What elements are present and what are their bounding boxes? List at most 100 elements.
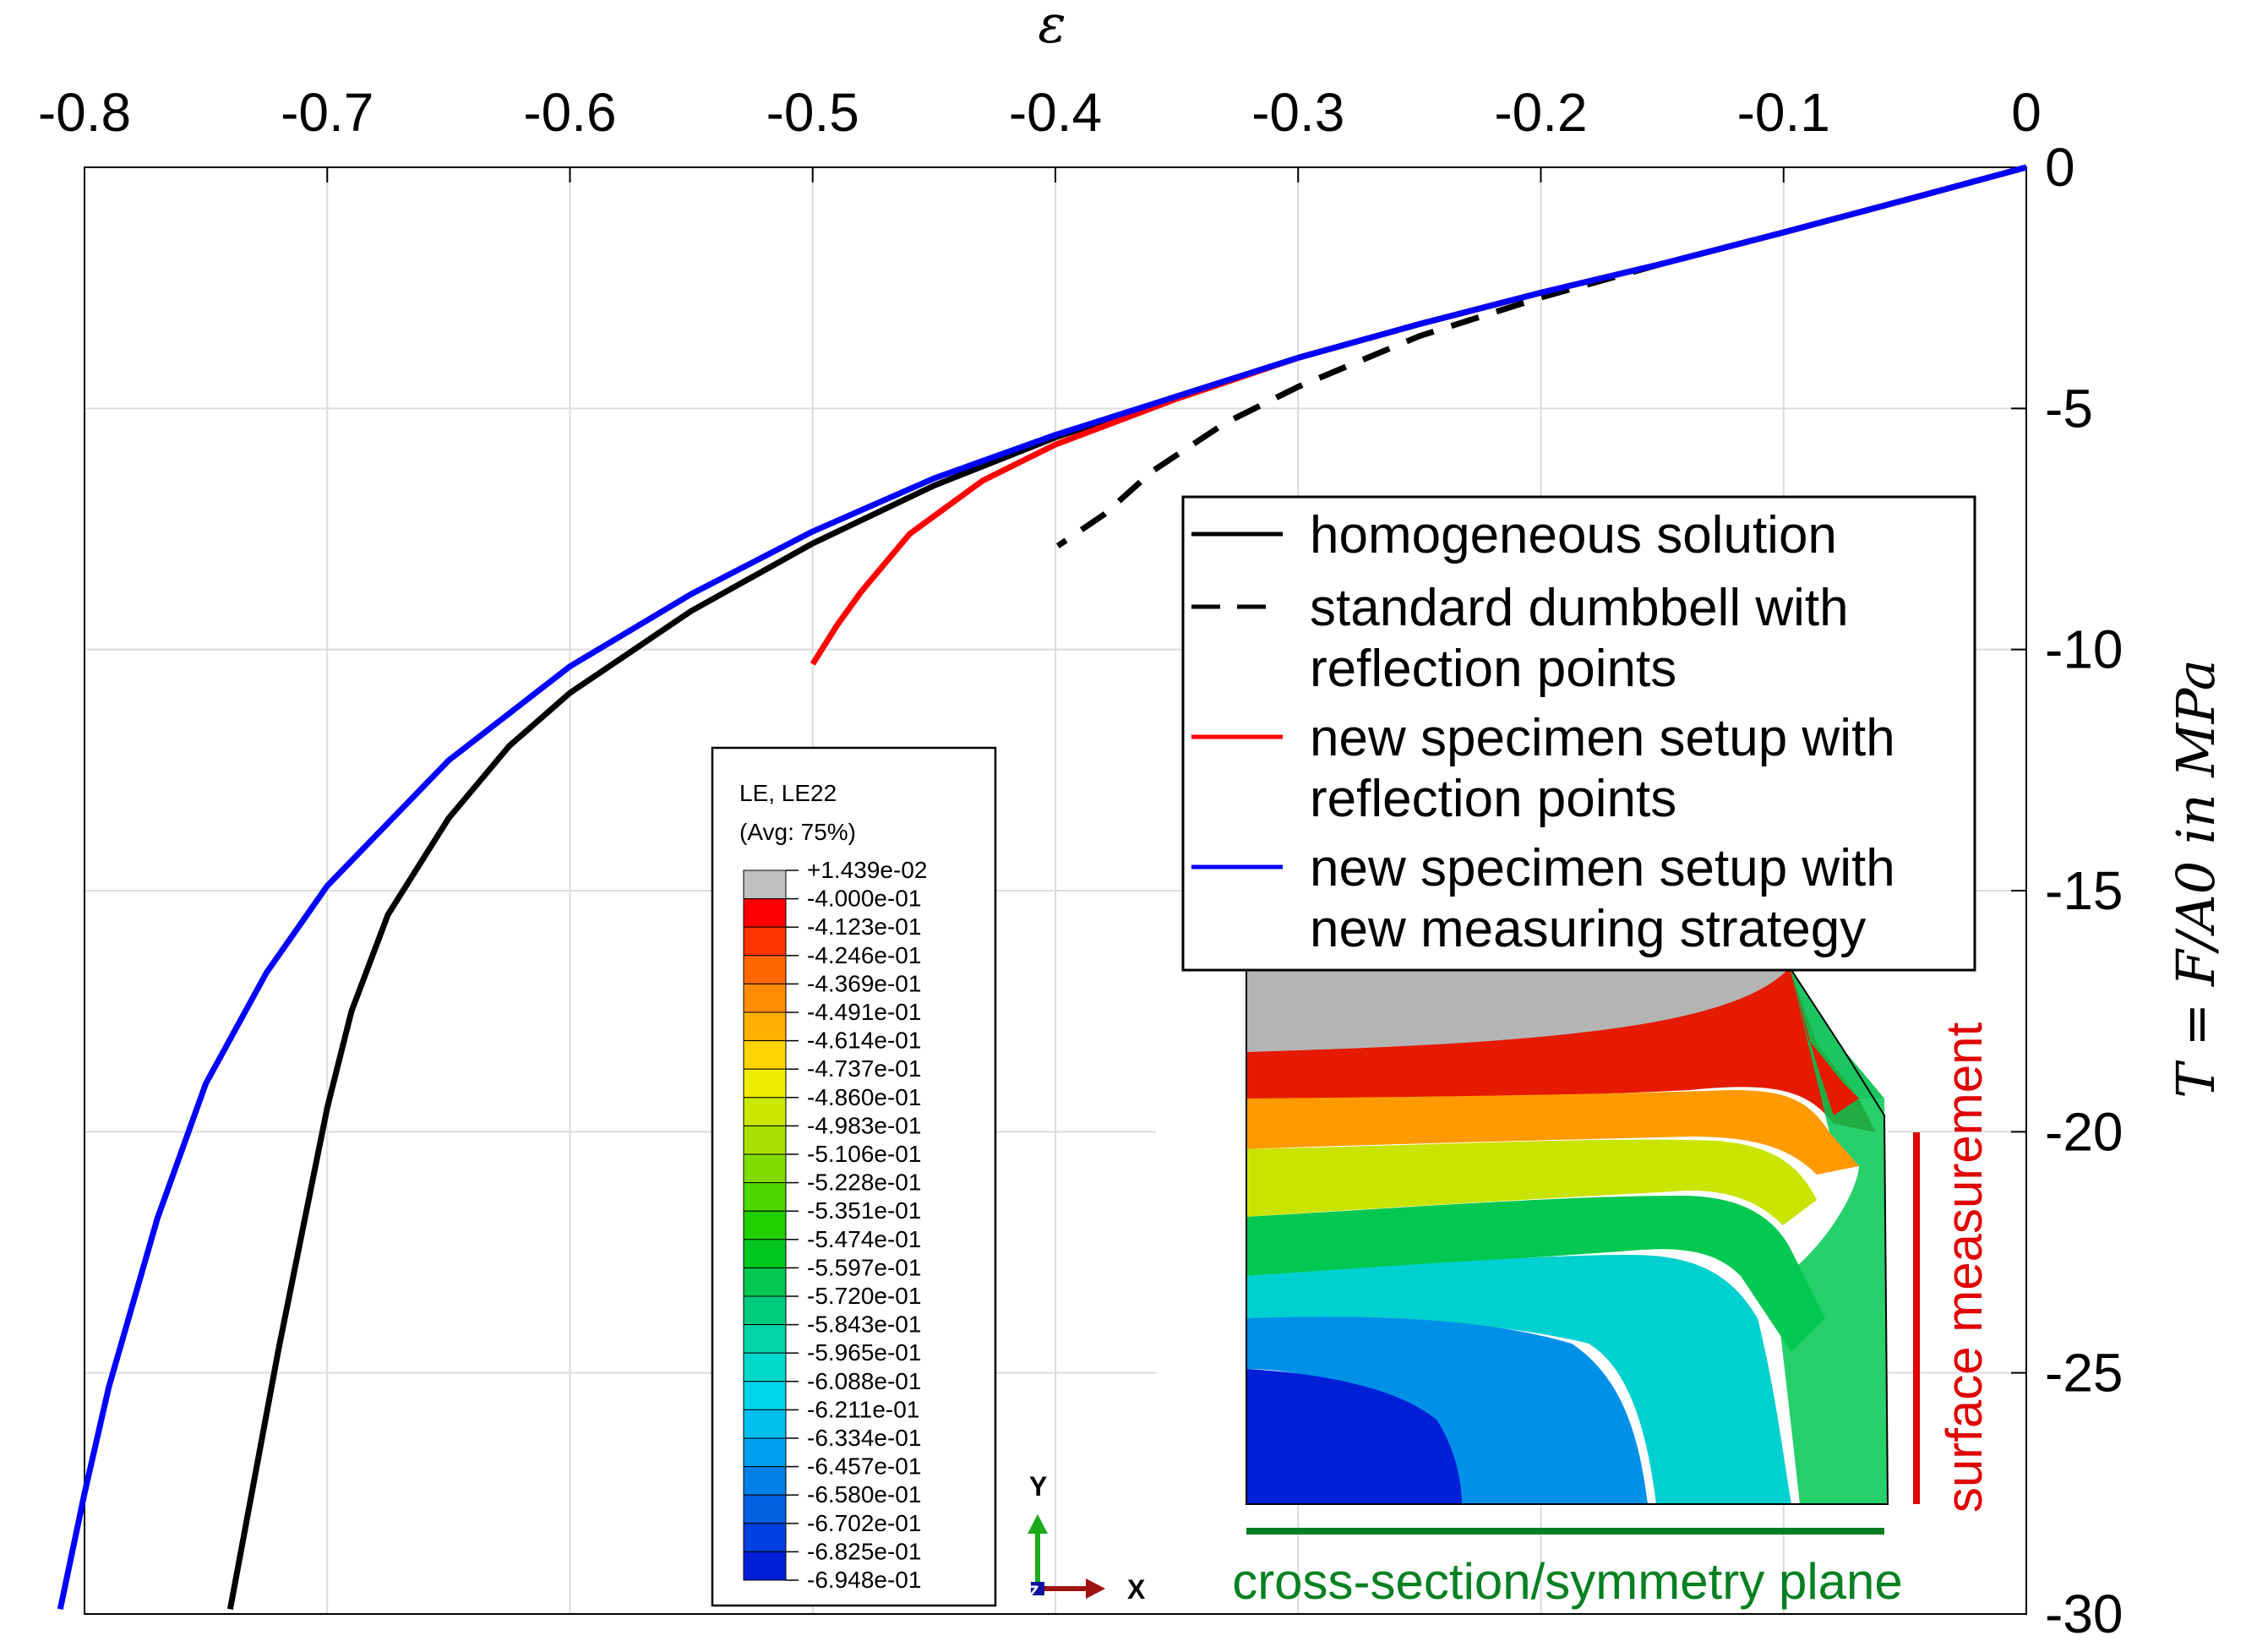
colorbar-swatch bbox=[743, 1295, 787, 1326]
colorbar-label: -5.843e-01 bbox=[807, 1311, 921, 1338]
contour-blue-band bbox=[1246, 1369, 1462, 1504]
colorbar-swatch bbox=[743, 1381, 787, 1410]
colorbar-label: -6.088e-01 bbox=[807, 1368, 921, 1394]
series-line bbox=[57, 164, 2027, 1611]
colorbar-label: -4.246e-01 bbox=[807, 942, 921, 968]
colorbar-label: -6.702e-01 bbox=[807, 1510, 921, 1536]
contour-red-band bbox=[1246, 968, 1876, 1132]
legend-label: reflection points bbox=[1310, 640, 1676, 698]
colorbar-label: -5.474e-01 bbox=[807, 1226, 921, 1252]
colorbar-swatch bbox=[743, 1437, 787, 1468]
contour-red-edge bbox=[1790, 968, 1859, 1115]
contour-yellow-band bbox=[1246, 1139, 1817, 1225]
contour-gray-region bbox=[1246, 968, 1884, 1099]
colorbar-swatch bbox=[743, 1153, 787, 1184]
x-tick-labels: -0.8 -0.7 -0.6 -0.5 -0.4 -0.3 -0.2 -0.1 0 bbox=[38, 82, 2042, 143]
y-tick-label: -15 bbox=[2045, 860, 2123, 921]
legend-label: reflection points bbox=[1310, 770, 1676, 828]
colorbar-label: -5.720e-01 bbox=[807, 1283, 921, 1309]
colorbar-swatch bbox=[743, 1011, 787, 1042]
colorbar-label: -6.457e-01 bbox=[807, 1453, 921, 1480]
axis-ticks bbox=[84, 166, 2027, 1615]
surface-measurement-label: surface measurement bbox=[1936, 1022, 1993, 1513]
colorbar-label: -5.351e-01 bbox=[807, 1197, 921, 1224]
colorbar-swatch bbox=[743, 926, 787, 957]
colorbar-label: -6.334e-01 bbox=[807, 1425, 921, 1451]
colorbar-label: -4.491e-01 bbox=[807, 999, 921, 1025]
colorbar-label: -4.123e-01 bbox=[807, 913, 921, 940]
colorbar-swatch bbox=[743, 1409, 787, 1439]
colorbar-label: -5.597e-01 bbox=[807, 1254, 921, 1280]
colorbar-swatch bbox=[743, 1125, 787, 1155]
triad-z-label: Z bbox=[1028, 1582, 1039, 1603]
contour-orange-band bbox=[1246, 1090, 1859, 1175]
colorbar-swatch bbox=[743, 1040, 787, 1070]
colorbar-swatch bbox=[743, 1551, 787, 1581]
legend-label: new measuring strategy bbox=[1310, 900, 1866, 958]
colorbar-label: -4.614e-01 bbox=[807, 1028, 921, 1054]
colorbar-legend: LE, LE22 (Avg: 75%) +1.439e-02 -4.000e-01… bbox=[711, 746, 997, 1607]
legend-label: new specimen setup with bbox=[1310, 709, 1895, 767]
colorbar-label: -4.983e-01 bbox=[807, 1112, 921, 1138]
colorbar-label: -4.000e-01 bbox=[807, 886, 921, 912]
colorbar-swatch bbox=[743, 1210, 787, 1240]
cross-section-label: cross-section/symmetry plane bbox=[1232, 1553, 1903, 1610]
colorbar-label: -4.369e-01 bbox=[807, 970, 921, 996]
y-tick-label: 0 bbox=[2045, 137, 2075, 198]
colorbar-label: -5.106e-01 bbox=[807, 1141, 921, 1167]
colorbar-swatch bbox=[743, 1267, 787, 1297]
triad-x-label: X bbox=[1127, 1574, 1146, 1605]
y-tick-label: -30 bbox=[2045, 1584, 2123, 1644]
y-tick-label: -10 bbox=[2045, 619, 2123, 680]
legend-label: homogeneous solution bbox=[1310, 506, 1837, 564]
colorbar-label: -6.948e-01 bbox=[807, 1567, 921, 1593]
colorbar-label: -6.211e-01 bbox=[807, 1396, 919, 1422]
y-tick-labels: 0 -5 -10 -15 -20 -25 -30 bbox=[2045, 137, 2123, 1644]
contour-green-right bbox=[1774, 968, 1888, 1504]
colorbar-label: -5.228e-01 bbox=[807, 1169, 921, 1196]
colorbar-swatch bbox=[743, 870, 787, 900]
colorbar-swatch bbox=[743, 1068, 787, 1099]
colorbar-swatch bbox=[743, 955, 787, 984]
x-tick-label: -0.8 bbox=[38, 82, 131, 143]
colorbar-title: LE, LE22 bbox=[739, 780, 837, 806]
colorbar-label: +1.439e-02 bbox=[807, 857, 927, 883]
x-axis-label: ε bbox=[1038, 0, 1066, 55]
colorbar-label: -6.825e-01 bbox=[807, 1538, 921, 1564]
x-tick-label: -0.7 bbox=[281, 82, 373, 143]
contour-green-band bbox=[1246, 1196, 1825, 1352]
y-tick-label: -5 bbox=[2045, 378, 2093, 439]
colorbar-label: -6.580e-01 bbox=[807, 1481, 921, 1508]
data-series bbox=[57, 164, 2027, 1611]
colorbar-swatch bbox=[743, 983, 787, 1013]
x-tick-label: -0.3 bbox=[1251, 82, 1344, 143]
colorbar-swatch bbox=[743, 898, 787, 928]
y-tick-label: -25 bbox=[2045, 1343, 2123, 1404]
legend: homogeneous solution standard dumbbell wi… bbox=[1181, 495, 1976, 972]
colorbar-label: -5.965e-01 bbox=[807, 1339, 921, 1366]
colorbar-swatch bbox=[743, 1182, 787, 1212]
legend-label: standard dumbbell with bbox=[1310, 579, 1849, 637]
x-tick-label: -0.2 bbox=[1494, 82, 1587, 143]
colorbar-swatch bbox=[743, 1494, 787, 1524]
colorbar-swatch bbox=[743, 1466, 787, 1496]
series-line bbox=[1055, 164, 2027, 548]
x-tick-label: -0.5 bbox=[766, 82, 859, 143]
x-tick-label: -0.6 bbox=[523, 82, 616, 143]
triad-y-label: Y bbox=[1029, 1471, 1047, 1502]
colorbar-subtitle: (Avg: 75%) bbox=[739, 819, 856, 845]
y-tick-label: -20 bbox=[2045, 1101, 2123, 1162]
colorbar-swatch bbox=[743, 1239, 787, 1268]
contour-lightblue-band bbox=[1246, 1317, 1648, 1504]
x-tick-label: 0 bbox=[2011, 82, 2042, 143]
colorbar-swatches bbox=[743, 870, 787, 1581]
colorbar-swatch bbox=[743, 1097, 787, 1126]
fem-contour-inset: cross-section/symmetry plane surface mea… bbox=[1156, 963, 1993, 1610]
colorbar-label: -4.737e-01 bbox=[807, 1055, 921, 1082]
contour-cyan-band bbox=[1246, 1255, 1791, 1504]
colorbar-labels: +1.439e-02 -4.000e-01-4.123e-01-4.246e-01… bbox=[786, 857, 927, 1593]
axis-triad: Y Z X bbox=[1028, 1471, 1146, 1605]
colorbar-swatch bbox=[743, 1324, 787, 1354]
legend-entries: homogeneous solution standard dumbbell wi… bbox=[1191, 506, 1895, 958]
